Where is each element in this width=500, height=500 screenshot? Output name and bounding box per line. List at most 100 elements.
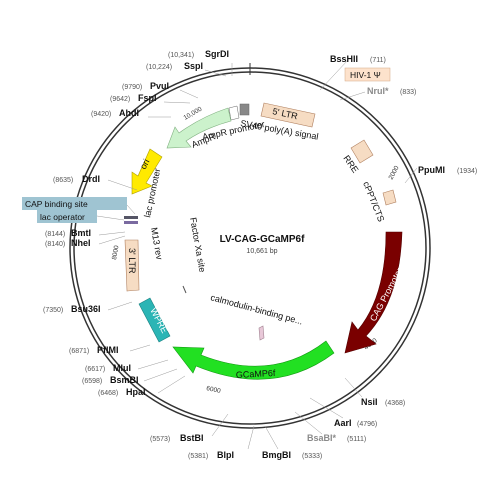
feature-3ltr-label: 3' LTR bbox=[127, 248, 137, 274]
site-blpi[interactable]: BlpI (5381) bbox=[188, 450, 234, 460]
site-position: (5111) bbox=[347, 436, 366, 443]
plasmid-name: LV-CAG-GCaMP6f bbox=[220, 234, 305, 245]
site-name: PpuMI bbox=[418, 165, 445, 175]
tick-6000: 6000 bbox=[206, 385, 222, 395]
site-position: (5573) bbox=[150, 436, 170, 443]
site-hpai[interactable]: HpaI (6468) bbox=[98, 387, 146, 397]
site-position: (833) bbox=[400, 89, 416, 96]
tick-8000: 8000 bbox=[111, 245, 120, 261]
site-name: PvuI bbox=[150, 81, 169, 91]
site-position: (1934) bbox=[457, 168, 477, 175]
site-name: BmgBI bbox=[262, 450, 291, 460]
site-position: (711) bbox=[370, 57, 386, 64]
feature-lac-mark-2 bbox=[124, 221, 138, 224]
site-position: (5333) bbox=[302, 453, 322, 460]
feature-white-block bbox=[228, 105, 240, 121]
feature-wpre[interactable] bbox=[138, 297, 171, 343]
site-name: AhdI bbox=[119, 108, 139, 118]
site-position: (9790) bbox=[122, 84, 142, 91]
site-name: BsaBI* bbox=[307, 433, 337, 443]
site-ppumi[interactable]: PpuMI (1934) bbox=[418, 165, 477, 175]
site-nhei[interactable]: NheI (8140) bbox=[45, 238, 91, 248]
site-sgrdi[interactable]: SgrDI (10,341) bbox=[168, 49, 229, 59]
site-name: FspI bbox=[138, 93, 157, 103]
site-position: (4796) bbox=[357, 421, 377, 428]
feature-3ltr[interactable] bbox=[124, 239, 140, 292]
hiv-psi-label: HIV-1 Ψ bbox=[350, 70, 381, 80]
feature-gray-block bbox=[239, 103, 250, 116]
site-name: NheI bbox=[71, 238, 91, 248]
hiv-psi-box bbox=[344, 67, 391, 82]
site-name: NsiI bbox=[361, 397, 378, 407]
feature-5ltr[interactable] bbox=[260, 102, 316, 128]
site-bstbi[interactable]: BstBI (5573) bbox=[150, 433, 204, 443]
site-name: BsmBI bbox=[110, 375, 139, 385]
site-nrui[interactable]: NruI* (833) bbox=[367, 86, 416, 96]
site-position: (5381) bbox=[188, 453, 208, 460]
feature-factorxa-label: Factor Xa site bbox=[188, 217, 207, 273]
site-name: HpaI bbox=[126, 387, 146, 397]
site-name: SspI bbox=[184, 61, 203, 71]
cap-binding-site-box bbox=[22, 197, 127, 210]
site-pflmi[interactable]: PflMI (6871) bbox=[69, 345, 119, 355]
site-position: (6617) bbox=[85, 366, 105, 373]
site-position: (9420) bbox=[91, 111, 111, 118]
site-position: (7350) bbox=[43, 307, 63, 314]
site-ahdi[interactable]: AhdI (9420) bbox=[91, 108, 139, 118]
site-name: NruI* bbox=[367, 86, 389, 96]
feature-m13rev-label: M13 rev bbox=[149, 227, 165, 261]
feature-ori[interactable] bbox=[131, 148, 163, 195]
feature-cppt[interactable] bbox=[382, 189, 397, 206]
lac-operator-label: lac operator bbox=[40, 212, 85, 222]
site-name: MluI bbox=[113, 363, 131, 373]
feature-rre[interactable] bbox=[350, 139, 374, 164]
site-sspi[interactable]: SspI (10,224) bbox=[146, 61, 203, 71]
cap-binding-site-label: CAP binding site bbox=[25, 199, 88, 209]
site-leaders bbox=[98, 59, 418, 450]
site-name: BssHII bbox=[330, 54, 358, 64]
site-name: AarI bbox=[334, 418, 352, 428]
cap-leader bbox=[126, 204, 136, 215]
plasmid-size: 10,661 bp bbox=[246, 248, 277, 255]
site-name: DrdI bbox=[82, 174, 100, 184]
feature-ori-label: ori bbox=[138, 157, 152, 171]
site-pvui[interactable]: PvuI (9790) bbox=[122, 81, 169, 91]
site-aari[interactable]: AarI (4796) bbox=[334, 418, 377, 428]
site-name: BlpI bbox=[217, 450, 234, 460]
site-nsii[interactable]: NsiI (4368) bbox=[361, 397, 405, 407]
site-position: (10,224) bbox=[146, 64, 172, 71]
site-position: (8140) bbox=[45, 241, 65, 248]
site-bsshii[interactable]: BssHII (711) bbox=[330, 54, 386, 64]
site-mlui[interactable]: MluI (6617) bbox=[85, 363, 131, 373]
site-bsu36i[interactable]: Bsu36I (7350) bbox=[43, 304, 101, 314]
site-name: SgrDI bbox=[205, 49, 229, 59]
site-bsabi[interactable]: BsaBI* (5111) bbox=[307, 433, 366, 443]
site-name: BstBI bbox=[180, 433, 204, 443]
site-position: (9642) bbox=[110, 96, 130, 103]
lac-operator-box bbox=[37, 210, 97, 223]
site-name: Bsu36I bbox=[71, 304, 101, 314]
feature-ampr[interactable] bbox=[166, 107, 232, 149]
feature-calmodulin-mark bbox=[258, 325, 265, 341]
site-position: (8144) bbox=[45, 231, 65, 238]
site-name: PflMI bbox=[97, 345, 119, 355]
site-position: (6468) bbox=[98, 390, 118, 397]
tick-2000: 2000 bbox=[388, 165, 401, 181]
site-bmgbi[interactable]: BmgBI (5333) bbox=[262, 450, 322, 460]
feature-gcamp6f[interactable] bbox=[172, 340, 335, 380]
lacop-leader bbox=[96, 215, 125, 221]
site-name: BmtI bbox=[71, 228, 91, 238]
site-position: (8635) bbox=[53, 177, 73, 184]
feature-calmodulin-label: calmodulin-binding pe... bbox=[209, 292, 303, 326]
feature-lac-mark-1 bbox=[124, 216, 138, 219]
site-position: (10,341) bbox=[168, 52, 194, 59]
site-fspi[interactable]: FspI (9642) bbox=[110, 93, 157, 103]
site-drdi[interactable]: DrdI (8635) bbox=[53, 174, 100, 184]
tick-10000: 10,000 bbox=[183, 106, 204, 122]
site-position: (6871) bbox=[69, 348, 89, 355]
feature-cag-promoter[interactable] bbox=[344, 231, 403, 354]
site-bsmbi[interactable]: BsmBI (6598) bbox=[82, 375, 139, 385]
feature-cppt-label: cPPT/CTS bbox=[361, 180, 386, 223]
site-bmti[interactable]: BmtI (8144) bbox=[45, 228, 91, 238]
